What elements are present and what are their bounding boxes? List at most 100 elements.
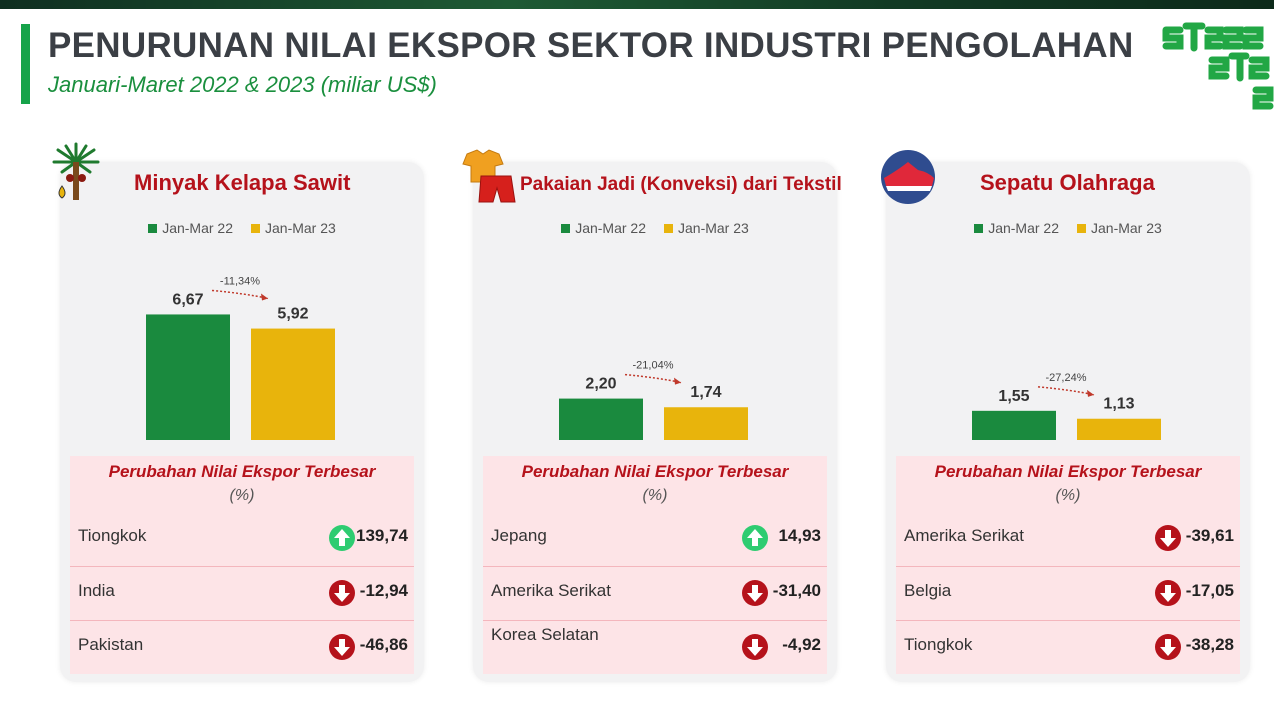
legend-item-2023: Jan-Mar 23 <box>251 220 336 236</box>
arrow-down-shape <box>1160 639 1176 656</box>
changes-unit: (%) <box>229 487 255 504</box>
legend-label-2023: Jan-Mar 23 <box>1091 220 1162 236</box>
legend-label-2022: Jan-Mar 22 <box>988 220 1059 236</box>
arrow-down-shape <box>1160 585 1176 602</box>
page-subtitle: Januari-Maret 2022 & 2023 (miliar US$) <box>48 72 437 97</box>
change-arrow-line <box>211 289 269 300</box>
table-row: Amerika Serikat -31,40 <box>483 566 827 620</box>
panel-sepatu-olahraga: Sepatu Olahraga Jan-Mar 22 Jan-Mar 23 1,… <box>881 150 1250 682</box>
legend-label-2022: Jan-Mar 22 <box>575 220 646 236</box>
bar-chart: 1,55 1,13 -27,24% <box>972 372 1161 440</box>
changes-table: Perubahan Nilai Ekspor Terbesar (%) Amer… <box>896 456 1240 674</box>
changes-title: Perubahan Nilai Ekspor Terbesar <box>108 462 376 481</box>
changes-unit: (%) <box>1055 487 1081 504</box>
country-name: Jepang <box>491 526 547 545</box>
change-arrow-head <box>1087 389 1094 397</box>
arrow-down-shape <box>1160 530 1176 547</box>
legend-swatch-2023 <box>1077 223 1086 233</box>
legend-label-2023: Jan-Mar 23 <box>678 220 749 236</box>
arrow-down-shape <box>747 585 763 602</box>
legend-label-2022: Jan-Mar 22 <box>162 220 233 236</box>
change-percent-label: -21,04% <box>633 360 674 372</box>
change-arrow <box>1037 386 1095 397</box>
change-value: -46,86 <box>359 635 408 654</box>
palm-tree-icon <box>52 142 100 200</box>
change-value: -12,94 <box>359 581 408 600</box>
legend-item-2022: Jan-Mar 22 <box>561 220 646 236</box>
bar-chart: 6,67 5,92 -11,34% <box>146 275 335 440</box>
bar-jan-mar-23 <box>251 328 335 440</box>
bar-value-label: 1,74 <box>690 384 721 401</box>
changes-unit: (%) <box>642 487 668 504</box>
change-arrow-line <box>1037 386 1095 396</box>
arrow-down-shape <box>747 639 763 656</box>
change-value: 139,74 <box>356 526 408 545</box>
chart-legend: Jan-Mar 22 Jan-Mar 23 <box>473 220 837 236</box>
country-name: Tiongkok <box>904 635 973 654</box>
change-arrow-head <box>674 377 681 385</box>
arrow-icon <box>329 580 355 606</box>
arrow-up-shape <box>334 529 350 546</box>
panel-title: Sepatu Olahraga <box>980 170 1155 195</box>
changes-title: Perubahan Nilai Ekspor Terbesar <box>934 462 1202 481</box>
panel-title: Pakaian Jadi (Konveksi) dari Tekstil <box>520 174 842 195</box>
table-row: India -12,94 <box>70 566 414 620</box>
change-value: -38,28 <box>1185 635 1234 654</box>
clothing-icon <box>462 149 516 203</box>
bar-chart: 2,20 1,74 -21,04% <box>559 360 748 440</box>
arrow-icon <box>742 580 768 606</box>
changes-table: Perubahan Nilai Ekspor Terbesar (%) Jepa… <box>483 456 827 674</box>
arrow-icon <box>742 525 768 551</box>
arrow-up-shape <box>747 529 763 546</box>
country-name: Belgia <box>904 581 952 600</box>
bar-jan-mar-22 <box>146 314 230 440</box>
panel-title: Minyak Kelapa Sawit <box>134 170 351 195</box>
change-value: -4,92 <box>782 635 821 654</box>
panel-minyak-kelapa-sawit: Minyak Kelapa Sawit Jan-Mar 22 Jan-Mar 2… <box>52 142 424 682</box>
legend-item-2023: Jan-Mar 23 <box>1077 220 1162 236</box>
legend-swatch-2023 <box>251 223 260 233</box>
change-value: -17,05 <box>1185 581 1234 600</box>
bar-jan-mar-23 <box>664 407 748 440</box>
change-arrow-head <box>261 293 268 301</box>
table-row: Korea Selatan -4,92 <box>483 620 827 674</box>
bar-value-label: 1,13 <box>1103 396 1134 413</box>
country-name: Amerika Serikat <box>491 581 611 600</box>
table-row: Jepang 14,93 <box>483 512 827 566</box>
legend-item-2022: Jan-Mar 22 <box>974 220 1059 236</box>
arrow-icon <box>1155 580 1181 606</box>
chart-legend: Jan-Mar 22 Jan-Mar 23 <box>886 220 1250 236</box>
legend-swatch-2023 <box>664 223 673 233</box>
legend-swatch-2022 <box>974 223 984 233</box>
arrow-icon <box>329 525 355 551</box>
arrow-icon <box>742 634 768 660</box>
legend-swatch-2022 <box>561 223 571 233</box>
arrow-down-shape <box>334 585 350 602</box>
bar-value-label: 6,67 <box>172 291 203 308</box>
country-name: Tiongkok <box>78 526 147 545</box>
page-title: PENURUNAN NILAI EKSPOR SEKTOR INDUSTRI P… <box>48 26 1134 65</box>
legend-item-2022: Jan-Mar 22 <box>148 220 233 236</box>
arrow-down-shape <box>334 639 350 656</box>
sneaker-icon <box>881 150 935 204</box>
change-value: -31,40 <box>772 581 821 600</box>
change-percent-label: -27,24% <box>1046 372 1087 384</box>
changes-table: Perubahan Nilai Ekspor Terbesar (%) Tion… <box>70 456 414 674</box>
changes-title: Perubahan Nilai Ekspor Terbesar <box>521 462 789 481</box>
change-arrow <box>624 373 682 385</box>
bar-jan-mar-23 <box>1077 418 1161 440</box>
bar-jan-mar-22 <box>559 398 643 440</box>
top-banner <box>0 0 1274 9</box>
table-row: Tiongkok -38,28 <box>896 620 1240 674</box>
legend-item-2023: Jan-Mar 23 <box>664 220 749 236</box>
change-arrow-line <box>624 373 682 384</box>
bar-value-label: 5,92 <box>277 306 308 323</box>
arrow-icon <box>1155 525 1181 551</box>
table-row: Belgia -17,05 <box>896 566 1240 620</box>
bar-value-label: 2,20 <box>585 376 616 393</box>
table-row: Tiongkok 139,74 <box>70 512 414 566</box>
panel-pakaian-jadi: Pakaian Jadi (Konveksi) dari Tekstil Jan… <box>462 149 842 682</box>
country-name: Amerika Serikat <box>904 526 1024 545</box>
legend-label-2023: Jan-Mar 23 <box>265 220 336 236</box>
arrow-icon <box>1155 634 1181 660</box>
